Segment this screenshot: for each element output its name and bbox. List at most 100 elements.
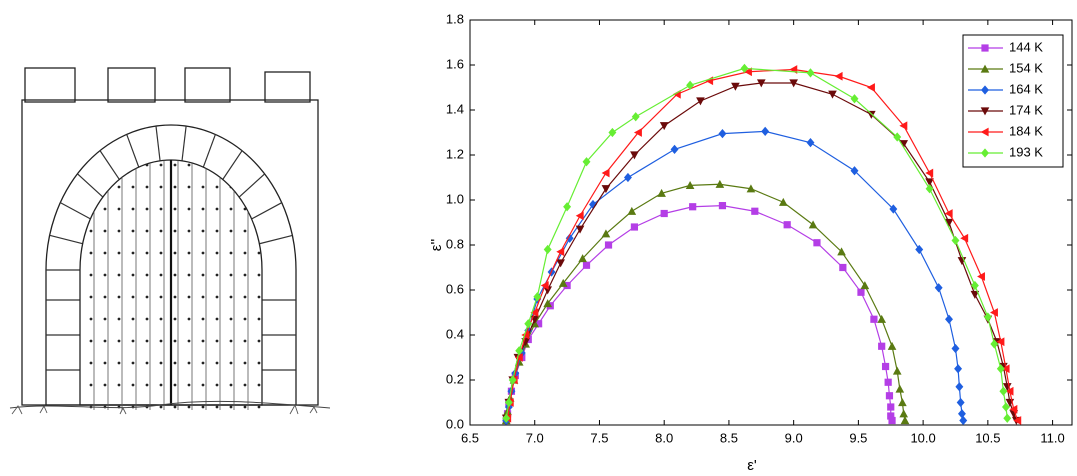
data-point xyxy=(1009,404,1018,414)
data-point xyxy=(925,168,934,178)
data-point xyxy=(839,263,847,272)
data-point xyxy=(828,90,837,99)
data-point xyxy=(1003,413,1012,423)
data-point xyxy=(623,172,632,183)
data-point xyxy=(1013,416,1022,425)
data-point xyxy=(558,278,568,287)
data-point xyxy=(578,254,587,263)
x-tick-label: 7.0 xyxy=(526,430,544,445)
arch-joint xyxy=(155,125,161,161)
arch-joint xyxy=(181,125,187,161)
data-point xyxy=(877,314,887,323)
door-planks xyxy=(80,160,262,410)
data-point xyxy=(630,223,639,231)
data-point xyxy=(915,244,924,255)
series-line xyxy=(505,183,906,421)
data-point xyxy=(556,247,565,257)
legend-marker xyxy=(980,64,990,73)
x-tick-label: 11.0 xyxy=(1040,430,1064,445)
arch-joint xyxy=(202,134,216,168)
data-point xyxy=(582,261,591,269)
y-axis-title: ε'' xyxy=(428,239,445,252)
legend-box xyxy=(962,34,1064,168)
data-point xyxy=(887,412,895,420)
y-tick-label: 1.0 xyxy=(446,191,464,206)
data-point xyxy=(540,281,549,290)
data-point xyxy=(960,233,969,243)
legend-label: 193 K xyxy=(1009,144,1043,159)
data-point xyxy=(746,184,756,193)
data-point xyxy=(686,80,695,90)
data-point xyxy=(899,140,909,149)
data-point xyxy=(990,339,999,349)
data-point xyxy=(867,83,875,92)
data-point xyxy=(731,82,740,91)
data-point xyxy=(925,178,934,187)
legend-label: 184 K xyxy=(1009,123,1043,138)
legend-marker xyxy=(980,127,989,137)
data-point xyxy=(878,342,886,350)
data-point xyxy=(508,375,517,385)
data-point xyxy=(850,94,859,104)
data-point xyxy=(996,337,1005,347)
data-point xyxy=(689,203,697,211)
data-point xyxy=(524,319,533,329)
data-point xyxy=(514,353,523,362)
data-point xyxy=(970,280,979,291)
y-tick-label: 1.4 xyxy=(446,101,464,116)
y-tick-label: 0.4 xyxy=(446,326,464,341)
grass xyxy=(11,403,318,415)
series-line xyxy=(505,67,1008,419)
data-point xyxy=(1001,364,1010,374)
data-point xyxy=(718,128,727,139)
data-point xyxy=(945,314,953,324)
legend-marker xyxy=(981,85,989,95)
data-point xyxy=(1002,402,1010,412)
data-point xyxy=(575,225,585,234)
arch-joint xyxy=(99,150,120,180)
data-point xyxy=(951,235,960,246)
data-point xyxy=(582,157,591,167)
data-point xyxy=(885,392,894,400)
data-point xyxy=(806,68,815,78)
x-tick-label: 6.5 xyxy=(461,430,479,445)
series-line xyxy=(505,205,893,421)
x-tick-label: 8.0 xyxy=(655,430,673,445)
data-point xyxy=(857,288,865,296)
data-point xyxy=(944,218,954,227)
y-tick-label: 0.8 xyxy=(446,236,464,251)
data-point xyxy=(834,71,843,81)
data-point xyxy=(756,79,766,88)
data-point xyxy=(575,211,584,221)
arch-joint xyxy=(49,234,83,245)
data-point xyxy=(563,202,572,212)
series-line xyxy=(505,130,964,421)
data-point xyxy=(898,398,907,407)
data-point xyxy=(867,110,876,119)
data-point xyxy=(515,346,524,356)
arch-joint xyxy=(60,202,91,220)
data-point xyxy=(657,188,666,197)
data-point xyxy=(670,144,679,155)
arch-joint xyxy=(259,234,293,245)
data-point xyxy=(977,272,985,281)
y-tick-label: 1.8 xyxy=(446,11,464,26)
data-point xyxy=(751,207,759,215)
arch-joint xyxy=(238,173,266,198)
x-tick-label: 8.5 xyxy=(720,430,738,445)
x-tick-label: 9.5 xyxy=(849,430,867,445)
data-point xyxy=(543,244,552,255)
data-point xyxy=(870,315,878,323)
data-point xyxy=(899,409,909,418)
data-point xyxy=(778,197,788,206)
data-point xyxy=(761,126,770,137)
y-tick-label: 1.2 xyxy=(446,146,464,161)
data-point xyxy=(951,343,960,354)
data-point xyxy=(530,308,539,317)
data-point xyxy=(837,247,846,256)
data-point xyxy=(556,259,565,268)
data-point xyxy=(601,168,610,178)
data-point xyxy=(744,67,752,77)
data-point xyxy=(533,292,542,302)
